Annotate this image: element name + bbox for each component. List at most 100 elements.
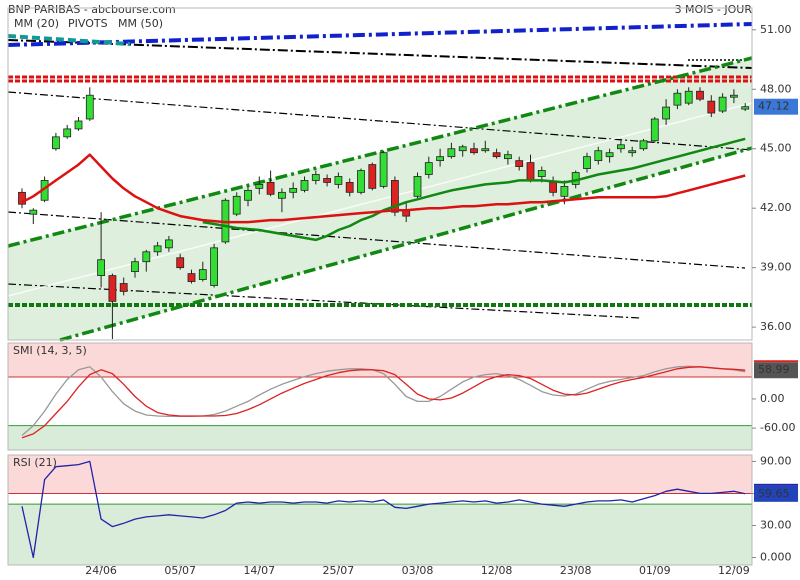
candle-body (29, 209, 38, 215)
candle-body (492, 152, 501, 158)
chart-title: BNP PARIBAS - abcbourse.com (8, 3, 176, 16)
candle-body (458, 146, 467, 152)
x-tick-label: 05/07 (164, 564, 196, 577)
candle-body (244, 189, 252, 201)
x-tick-label: 12/08 (481, 564, 513, 577)
candle-body (662, 106, 670, 120)
x-tick-label: 25/07 (323, 564, 355, 577)
x-tick-label: 12/09 (718, 564, 750, 577)
y-tick-label: 0.000 (760, 551, 792, 564)
candle-body (266, 182, 275, 195)
candle-body (730, 94, 738, 98)
y-tick-label: -60.00 (760, 421, 795, 434)
panel-frame (7, 342, 753, 451)
candle-body (639, 140, 648, 150)
value-tag-label: 59.65 (758, 487, 790, 500)
candle-body (424, 162, 433, 175)
candle-body (345, 182, 354, 193)
indicator-line (21, 153, 746, 224)
candle-body (413, 176, 422, 197)
pivot-line (7, 283, 641, 319)
chart-subtitle: 3 MOIS - JOUR (675, 3, 753, 16)
y-tick-label: 36.00 (760, 320, 792, 333)
candle-body (684, 90, 693, 104)
candle-body (560, 185, 569, 197)
candle-body (198, 269, 207, 280)
candle-body (594, 150, 603, 162)
channel-line (7, 56, 753, 248)
candle-body (18, 191, 26, 205)
candle-body (503, 154, 512, 160)
x-tick-label: 01/09 (639, 564, 671, 577)
candle-body (85, 94, 94, 120)
candle-body (673, 92, 682, 106)
y-tick-label: 48.00 (760, 82, 792, 95)
zone-low (8, 425, 752, 450)
trend-line (7, 22, 753, 47)
panel-title: SMI (14, 3, 5) (13, 344, 87, 357)
candle-body (255, 184, 264, 189)
candle-body (74, 120, 83, 130)
panel-title: RSI (21) (13, 456, 57, 469)
y-tick-label: 90.00 (760, 454, 792, 467)
zone-high (8, 343, 752, 378)
candle-body (470, 148, 478, 154)
indicator-line (202, 137, 746, 242)
pivot-line (7, 211, 746, 269)
value-tag-label: 58.99 (758, 363, 790, 376)
candle-body (323, 178, 332, 183)
candle-body (628, 150, 637, 154)
x-tick-label: 03/08 (402, 564, 434, 577)
channel-line (59, 146, 753, 342)
candle-body (357, 170, 365, 193)
candle-body (289, 187, 298, 193)
panel-frame (7, 7, 753, 341)
pivot-line (7, 39, 753, 69)
indicator-line (21, 460, 746, 559)
candle-body (515, 160, 524, 167)
channel-decor (7, 22, 753, 342)
y-tick-label: 45.00 (760, 142, 792, 155)
candle-body (176, 257, 185, 269)
candle-body (617, 144, 625, 150)
y-tick-label: 30.00 (760, 518, 792, 531)
candle-body (549, 182, 557, 193)
candle-body (277, 191, 286, 199)
candle-body (368, 164, 377, 189)
candle-body (583, 156, 591, 169)
candle-body (526, 162, 535, 181)
y-tick-label: 42.00 (760, 201, 792, 214)
channel-mid (7, 102, 753, 297)
candle-body (210, 247, 219, 286)
x-tick-label: 23/08 (560, 564, 592, 577)
candle-body (131, 261, 139, 273)
candle-body (164, 239, 173, 249)
candle-body (187, 273, 196, 282)
zone-high (8, 455, 752, 494)
candle-body (390, 180, 399, 213)
candle-body (650, 118, 659, 142)
value-tag (754, 485, 798, 502)
y-tick-label: 39.00 (760, 261, 792, 274)
y-tick-label: 0.00 (760, 392, 785, 405)
x-tick-label: 24/06 (85, 564, 117, 577)
candle-body (334, 176, 343, 185)
candle-body (447, 148, 456, 158)
candle-body (153, 245, 162, 253)
trend-line (7, 34, 131, 46)
candle-body (300, 180, 309, 191)
candle-body (571, 172, 580, 185)
candle-body (311, 174, 320, 181)
legend-entry: PIVOTS (68, 17, 108, 30)
candle-body (481, 148, 490, 152)
panel-frame (7, 454, 753, 566)
value-tag-top (754, 483, 798, 486)
pivot-line (7, 91, 753, 151)
candle-body (537, 170, 546, 177)
candle-body (97, 259, 105, 276)
candle-body (707, 100, 716, 114)
candle-body (108, 275, 117, 302)
price-tag-label: 47.12 (758, 100, 790, 113)
